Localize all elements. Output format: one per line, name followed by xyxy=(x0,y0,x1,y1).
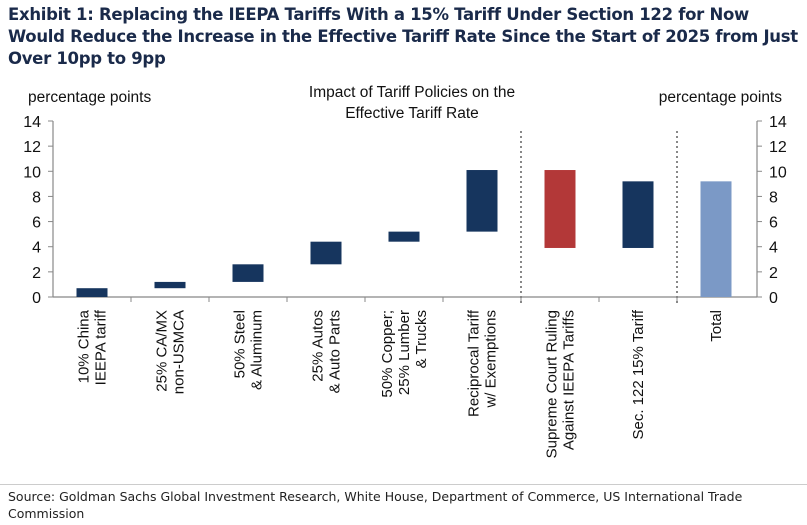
y-tick-label-right: 2 xyxy=(769,265,778,282)
y-tick-label-left: 2 xyxy=(32,265,41,282)
bar xyxy=(544,170,576,248)
source-note: Source: Goldman Sachs Global Investment … xyxy=(8,489,743,521)
x-tick-label: Supreme Court Ruling xyxy=(544,310,561,458)
x-tick-label: 25% Lumber xyxy=(396,310,413,395)
y-tick-label-right: 8 xyxy=(769,189,778,206)
x-tick-label: & Aluminum xyxy=(249,310,266,390)
bar xyxy=(622,181,654,248)
waterfall-chart: Impact of Tariff Policies on the Effecti… xyxy=(23,84,787,458)
bar xyxy=(466,170,498,232)
y-tick-label-left: 4 xyxy=(32,240,41,257)
x-tick-label: & Trucks xyxy=(413,310,430,368)
x-tick-label: w/ Exemptions xyxy=(483,310,500,409)
y-tick-label-right: 14 xyxy=(769,114,787,131)
x-tick-label: & Auto Parts xyxy=(327,310,344,393)
y-axis-label-left: percentage points xyxy=(28,89,151,106)
x-tick-label: Against IEEPA Tariffs xyxy=(561,310,578,450)
y-tick-label-left: 6 xyxy=(32,215,41,232)
x-tick-label: Reciprocal Tariff xyxy=(466,309,483,417)
bar xyxy=(310,241,342,265)
x-tick-label: Total xyxy=(708,310,725,342)
y-axis-label-right: percentage points xyxy=(659,89,782,106)
x-tick-label: 50% Steel xyxy=(232,310,249,378)
y-tick-label-right: 10 xyxy=(769,164,787,181)
y-tick-label-left: 12 xyxy=(23,139,41,156)
x-tick-label: 10% China xyxy=(76,309,93,383)
bar xyxy=(76,288,108,297)
y-tick-label-right: 6 xyxy=(769,215,778,232)
chart-title: Impact of Tariff Policies on the xyxy=(309,84,515,101)
y-tick-label-right: 12 xyxy=(769,139,787,156)
exhibit-title: Exhibit 1: Replacing the IEEPA Tariffs W… xyxy=(8,5,798,68)
chart-title-line-2: Effective Tariff Rate xyxy=(345,105,479,122)
bar xyxy=(700,181,732,297)
bar xyxy=(232,264,264,282)
x-tick-label: IEEPA tariff xyxy=(93,309,110,385)
x-tick-label: 50% Copper; xyxy=(379,310,396,398)
y-tick-label-left: 8 xyxy=(32,189,41,206)
y-tick-label-right: 4 xyxy=(769,240,778,257)
y-tick-label-right: 0 xyxy=(769,290,778,307)
x-tick-label: 25% Autos xyxy=(310,310,327,382)
x-tick-label: Sec. 122 15% Tariff xyxy=(630,309,647,439)
x-tick-label: 25% CA/MX xyxy=(154,310,171,392)
x-tick-label: non-USMCA xyxy=(171,310,188,394)
y-tick-label-left: 10 xyxy=(23,164,41,181)
y-tick-label-left: 14 xyxy=(23,114,41,131)
bar xyxy=(388,231,420,242)
divider xyxy=(0,484,807,485)
bar xyxy=(154,281,186,289)
y-tick-label-left: 0 xyxy=(32,290,41,307)
